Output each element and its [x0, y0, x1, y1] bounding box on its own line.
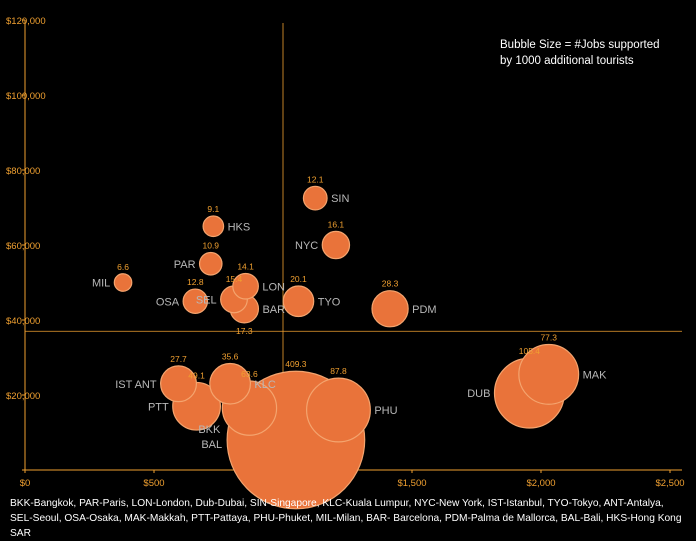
value-label-dub: 105.4 [519, 346, 541, 356]
bubble-osa [182, 288, 209, 315]
y-tick-label: $40,000 [6, 316, 40, 327]
city-label-ist-ant: IST ANT [115, 379, 157, 391]
city-label-bal: BAL [201, 439, 222, 451]
value-label-phu: 87.8 [330, 366, 347, 376]
axes-group: $20,000 $40,000 $60,000 $80,000 $100,000 $120… [6, 16, 685, 489]
bubble-size-note: Bubble Size = #Jobs supported by 1000 ad… [500, 37, 660, 69]
footnote-line2: SEL-Seoul, OSA-Osaka, MAK-Makkah, PTT-Pa… [10, 513, 682, 539]
bubble-klc [209, 362, 251, 405]
y-tick-label: $80,000 [6, 166, 40, 177]
bubble-par [198, 251, 223, 276]
value-label-ptt: 49.1 [188, 370, 205, 380]
value-label-mak: 77.3 [540, 332, 557, 342]
city-label-lon: LON [262, 281, 285, 293]
bubble-pdm [371, 290, 409, 328]
value-label-tyo: 20.1 [290, 274, 307, 284]
value-label-klc: 35.6 [222, 351, 239, 361]
city-label-tyo: TYO [318, 296, 341, 308]
bubble-size-note-line2: by 1000 additional tourists [500, 55, 634, 67]
value-label-par: 10.9 [202, 241, 219, 251]
city-label-klc: KLC [254, 379, 275, 391]
value-label-sel: 15.4 [226, 274, 243, 284]
y-tick-label: $100,000 [6, 91, 46, 102]
y-tick-label: $20,000 [6, 391, 40, 402]
x-tick-label: $1,500 [397, 478, 426, 489]
bubble-mak [518, 343, 580, 405]
value-label-ist-ant: 27.7 [170, 354, 187, 364]
value-label-pdm: 28.3 [382, 279, 399, 289]
x-tick-label: $2,500 [655, 478, 684, 489]
labels-group: 6.6 MIL 9.1 HKS 10.9 PAR 12.8 OSA 14.1 LON 15.4 SEL… [92, 174, 607, 451]
bubble-phu [306, 377, 371, 443]
bubble-hks [202, 215, 225, 238]
y-tick-label: $60,000 [6, 241, 40, 252]
x-tick-label: $500 [143, 478, 164, 489]
abbreviation-footnote: BKK-Bangkok, PAR-Paris, LON-London, Dub-… [10, 496, 690, 541]
city-label-nyc: NYC [295, 240, 318, 252]
city-label-bar: BAR [262, 304, 285, 316]
city-label-mil: MIL [92, 278, 110, 290]
bubble-tyo [282, 285, 315, 318]
value-label-nyc: 16.1 [328, 219, 345, 229]
bubble-lon [232, 272, 259, 300]
value-label-sin: 12.1 [307, 174, 324, 184]
value-label-mil: 6.6 [117, 262, 129, 272]
city-label-ptt: PTT [148, 401, 169, 413]
city-label-par: PAR [174, 259, 196, 271]
city-label-dub: DUB [467, 388, 490, 400]
city-label-hks: HKS [228, 221, 251, 233]
value-label-osa: 12.8 [187, 277, 204, 287]
x-tick-label: $2,000 [526, 478, 555, 489]
bubble-nyc [321, 230, 351, 260]
value-label-bal: 409.3 [285, 359, 307, 369]
city-label-sel: SEL [196, 294, 217, 306]
value-label-bkk: 63.6 [241, 369, 258, 379]
city-label-phu: PHU [374, 405, 397, 417]
x-tick-label: $0 [20, 478, 31, 489]
city-label-pdm: PDM [412, 304, 436, 316]
bubble-ist-ant [160, 365, 198, 403]
value-label-lon: 14.1 [237, 261, 254, 271]
city-label-mak: MAK [583, 369, 608, 381]
bubble-mil [113, 273, 133, 292]
city-label-bkk: BKK [198, 424, 221, 436]
bubbles-group [113, 185, 580, 510]
value-label-bar: 17.3 [236, 326, 253, 336]
bubble-sin [302, 185, 328, 211]
y-tick-label: $120,000 [6, 16, 46, 27]
bubble-size-note-line1: Bubble Size = #Jobs supported [500, 39, 660, 51]
value-label-hks: 9.1 [207, 204, 219, 214]
city-label-sin: SIN [331, 193, 349, 205]
footnote-line1: BKK-Bangkok, PAR-Paris, LON-London, Dub-… [10, 498, 664, 509]
city-label-osa: OSA [156, 296, 180, 308]
